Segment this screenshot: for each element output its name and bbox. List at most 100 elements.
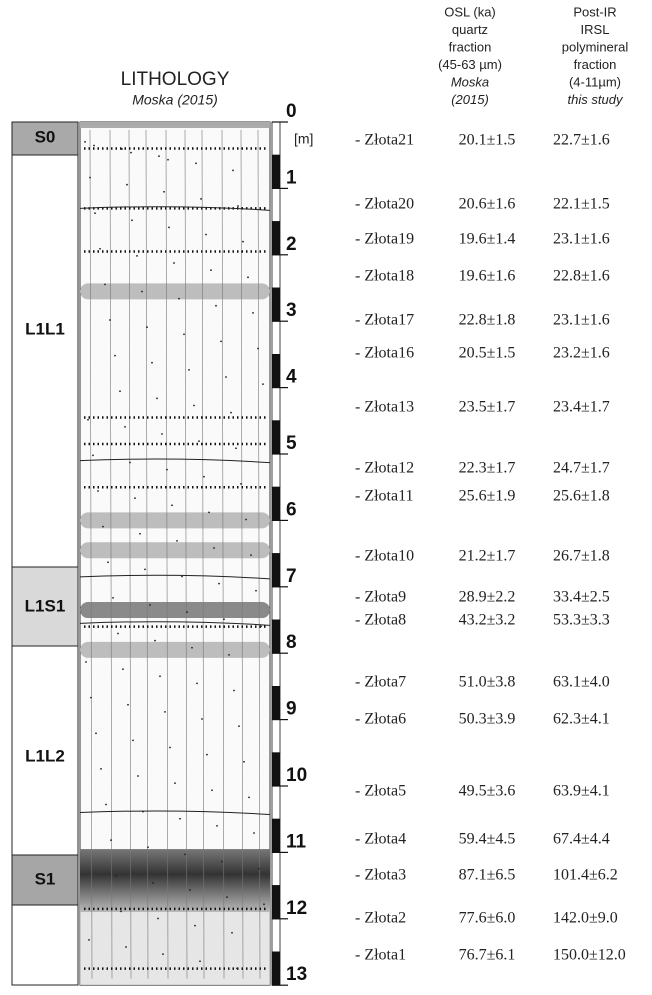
grain <box>252 312 254 314</box>
grain <box>105 803 107 806</box>
grain <box>233 689 235 692</box>
scale-segment <box>271 686 281 721</box>
grain <box>193 404 195 407</box>
grain <box>181 575 183 578</box>
grain <box>112 597 114 599</box>
depth-label: 10 <box>286 765 307 786</box>
grain <box>147 846 149 849</box>
sample-name: - Złota4 <box>355 831 406 848</box>
grain <box>176 540 178 542</box>
grain <box>228 653 230 656</box>
grain <box>223 618 225 621</box>
scale-segment <box>271 719 281 754</box>
gley-band <box>80 602 270 619</box>
osl-header: Moska <box>451 74 489 89</box>
grain <box>186 611 188 614</box>
pir-age: 67.4±4.4 <box>553 831 610 848</box>
scale-segment <box>271 121 281 156</box>
grain <box>194 924 196 927</box>
grain <box>260 625 262 628</box>
scale-segment <box>271 287 281 322</box>
scale-segment <box>271 420 281 455</box>
grain <box>146 326 148 329</box>
pir-header: (4-11µm) <box>569 74 621 89</box>
scale-segment <box>271 586 281 621</box>
osl-age: 28.9±2.2 <box>459 589 516 606</box>
grain <box>262 383 264 386</box>
unit-label: S0 <box>35 127 56 146</box>
grain <box>157 917 159 920</box>
grain <box>253 832 255 834</box>
grain <box>245 518 247 521</box>
crack <box>109 129 113 979</box>
depth-label: 1 <box>286 167 297 188</box>
depth-label: 11 <box>286 831 307 852</box>
lamina <box>79 458 271 464</box>
scale-segment <box>271 951 281 986</box>
grain <box>166 468 168 471</box>
grain <box>125 946 127 948</box>
grain <box>134 497 136 500</box>
grain <box>142 810 144 813</box>
grain <box>126 183 128 186</box>
grain <box>120 910 122 913</box>
lamina <box>79 574 271 580</box>
depth-label: 4 <box>286 367 297 388</box>
crack <box>201 129 205 979</box>
grain <box>93 144 95 147</box>
grain <box>136 255 138 257</box>
grain <box>215 304 217 307</box>
sample-name: - Złota19 <box>355 231 414 248</box>
grain <box>156 397 158 400</box>
grain <box>139 532 141 535</box>
grain <box>94 212 96 215</box>
grain <box>188 369 190 371</box>
sample-name: - Złota7 <box>355 674 406 691</box>
scale-segment <box>271 221 281 256</box>
grain <box>141 290 143 293</box>
grain <box>164 710 166 713</box>
grain <box>104 283 106 286</box>
pir-age: 33.4±2.5 <box>553 589 610 606</box>
osl-header: OSL (ka) <box>444 4 496 19</box>
crack <box>89 129 93 979</box>
grain <box>189 889 191 891</box>
sample-name: - Złota10 <box>355 548 414 565</box>
grain <box>85 661 87 663</box>
grain <box>151 361 153 364</box>
osl-age: 22.8±1.8 <box>459 312 516 329</box>
unit-label: L1L1 <box>25 319 65 338</box>
depth-label: 5 <box>286 433 297 454</box>
sample-name: - Złota8 <box>355 612 406 629</box>
osl-age: 20.6±1.6 <box>459 196 516 213</box>
scale-segment <box>271 254 281 289</box>
sample-name: - Złota12 <box>355 460 414 477</box>
grain <box>90 696 92 699</box>
grain <box>232 169 234 172</box>
crack <box>184 129 188 979</box>
grain <box>132 739 134 742</box>
sample-name: - Złota1 <box>355 947 406 964</box>
unit-box <box>11 904 79 986</box>
grain <box>152 881 154 884</box>
grain <box>240 483 242 485</box>
crack <box>221 129 225 979</box>
grain <box>248 796 250 799</box>
unit-box <box>11 645 79 856</box>
depth-label: 9 <box>286 699 297 720</box>
grain <box>89 176 91 179</box>
gley-band <box>80 512 270 529</box>
depth-label: 7 <box>286 566 297 587</box>
grain <box>114 354 116 357</box>
pir-age: 23.1±1.6 <box>553 312 610 329</box>
scale-segment <box>271 387 281 422</box>
sample-name: - Złota20 <box>355 196 414 213</box>
grain <box>158 155 160 158</box>
sample-name: - Złota3 <box>355 867 406 884</box>
gley-band <box>80 542 270 559</box>
pir-age: 22.1±1.5 <box>553 196 610 213</box>
grain <box>225 376 227 378</box>
grain <box>236 967 238 970</box>
